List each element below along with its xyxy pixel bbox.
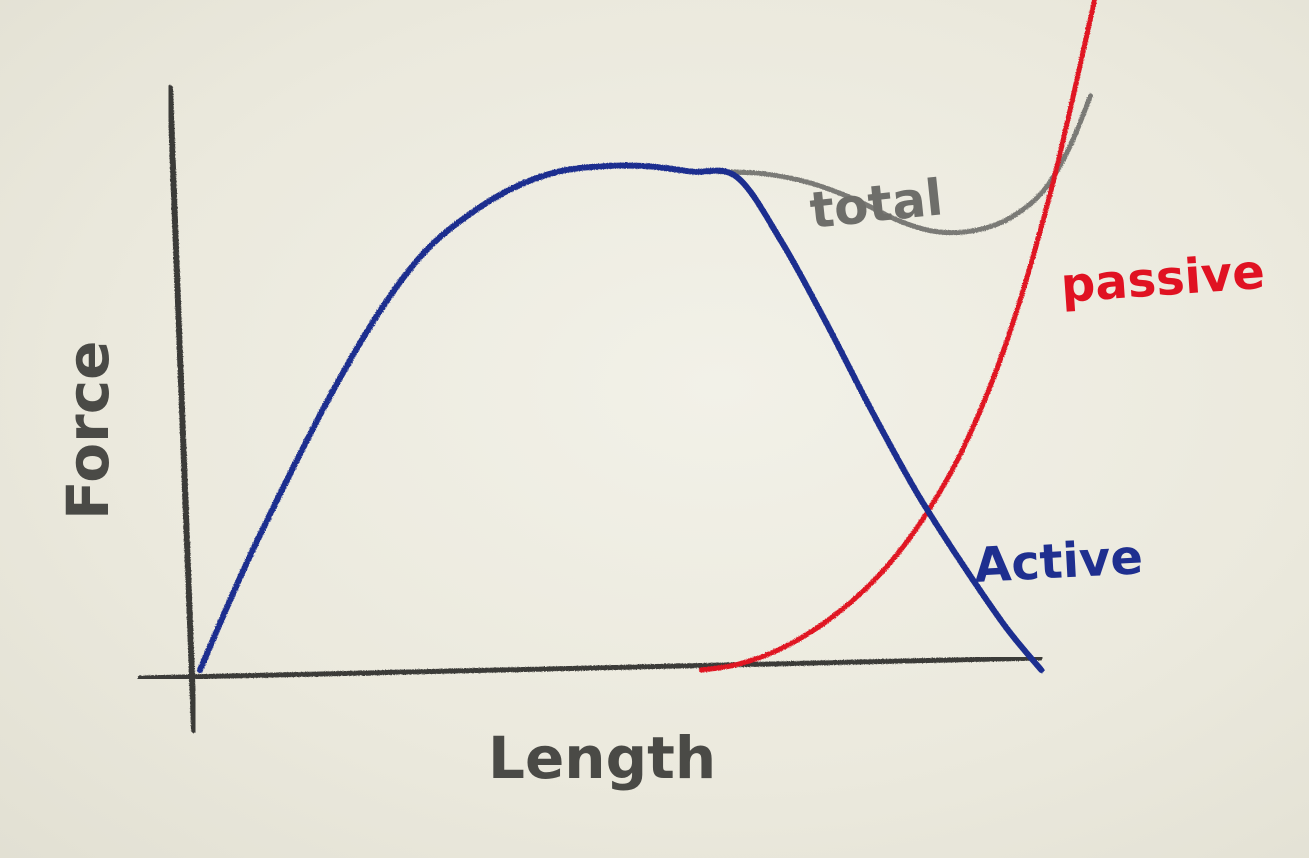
- x-axis-line: [137, 655, 1043, 681]
- y-axis-line: [167, 85, 197, 733]
- y-axis-label: Force: [54, 341, 122, 520]
- active-curve: [197, 162, 1045, 673]
- total-curve: [716, 93, 1093, 236]
- total-annotation: total: [807, 168, 945, 240]
- passive-annotation: passive: [1059, 244, 1267, 314]
- active-annotation: Active: [973, 529, 1145, 594]
- passive-curve: [698, 0, 1098, 673]
- x-axis-label: Length: [488, 724, 716, 792]
